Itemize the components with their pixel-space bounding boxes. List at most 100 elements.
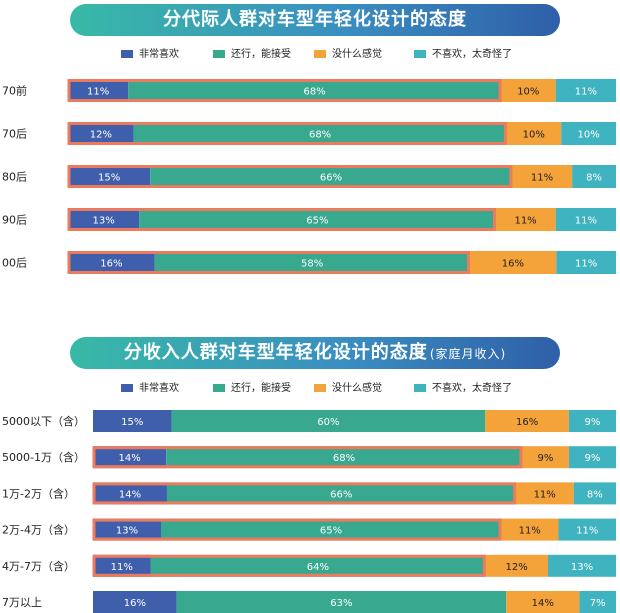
chart2-highlight-outline — [92, 446, 523, 469]
chart2-data-label-dislike: 11% — [576, 526, 598, 537]
chart1-data-label-dislike: 10% — [577, 130, 599, 141]
chart1-bar-segment-acceptable — [133, 122, 507, 145]
legend-label-acceptable: 还行，能接受 — [231, 49, 291, 60]
chart1-bar-segment-acceptable — [128, 79, 501, 102]
legend-swatch-very-like — [121, 50, 133, 58]
chart1-highlight-outline — [67, 79, 502, 102]
chart1-title-bar: 分代际人群对车型年轻化设计的态度 — [70, 4, 560, 36]
chart1-bar-segment-acceptable — [150, 165, 512, 188]
chart1-bar-segment-very-like — [68, 165, 151, 188]
legend-swatch-acceptable — [213, 384, 225, 392]
chart1-bar-segment-very-like — [68, 79, 129, 102]
chart1-bar-segment-dislike — [572, 165, 616, 188]
chart1-bar-segment-indifferent — [500, 79, 556, 102]
chart2-data-label-indifferent: 16% — [516, 417, 538, 428]
chart1-legend-item-dislike: 不喜欢，太奇怪了 — [414, 47, 512, 63]
legend-swatch-acceptable — [213, 50, 225, 58]
chart1-highlight-outline — [67, 251, 471, 274]
chart2-bar-segment-very-like — [93, 554, 151, 577]
legend-label-very-like: 非常喜欢 — [139, 383, 179, 394]
chart2-bar-segment-dislike — [573, 482, 616, 505]
chart2-data-label-indifferent: 11% — [519, 526, 541, 537]
chart2-data-label-acceptable: 60% — [317, 417, 339, 428]
chart1-bar-segment-dislike — [555, 208, 616, 231]
chart1-data-label-acceptable: 68% — [309, 130, 331, 141]
chart2-data-label-very-like: 15% — [121, 417, 143, 428]
chart1-highlight-outline — [67, 208, 496, 231]
chart2-legend: 非常喜欢 还行，能接受 没什么感觉 不喜欢，太奇怪了 — [0, 381, 620, 397]
chart2-bar-segment-indifferent — [506, 591, 580, 613]
chart2-legend-item-acceptable: 还行，能接受 — [213, 381, 291, 397]
chart2-data-label-dislike: 8% — [587, 489, 603, 500]
chart2-category-label: 1万-2万（含） — [2, 486, 75, 500]
chart2-title: 分收入人群对车型年轻化设计的态度 — [123, 342, 428, 363]
chart2-category-label: 7万以上 — [2, 596, 42, 609]
chart2-bar-segment-very-like — [93, 410, 172, 432]
chart1-data-label-indifferent: 16% — [502, 259, 524, 270]
chart2-data-label-dislike: 7% — [590, 598, 606, 609]
chart2-bar-segment-acceptable — [166, 446, 522, 469]
chart1-highlight-outline — [67, 122, 507, 145]
chart2-data-label-very-like: 16% — [124, 598, 146, 609]
chart1-bar-segment-indifferent — [506, 122, 562, 145]
chart2-bar-segment-acceptable — [176, 591, 507, 613]
chart2-bar-segment-acceptable — [150, 554, 486, 577]
chart1-data-label-indifferent: 11% — [531, 173, 553, 184]
chart2-bar-segment-dislike — [558, 518, 616, 541]
chart2-data-label-indifferent: 11% — [534, 489, 556, 500]
chart2-bar-segment-indifferent — [485, 554, 549, 577]
chart1-legend-item-indifferent: 没什么感觉 — [314, 47, 382, 63]
chart1-legend-item-very-like: 非常喜欢 — [121, 47, 179, 63]
chart2-data-label-acceptable: 66% — [330, 489, 352, 500]
chart2-bar-segment-dislike — [548, 554, 616, 577]
chart1-data-label-dislike: 11% — [575, 216, 597, 227]
legend-label-dislike: 不喜欢，太奇怪了 — [432, 383, 512, 394]
chart2-data-label-dislike: 13% — [571, 562, 593, 573]
chart2-bar-segment-dislike — [568, 410, 616, 432]
chart1-bar-segment-very-like — [68, 208, 140, 231]
chart2-data-label-indifferent: 9% — [537, 453, 553, 464]
chart1-data-label-indifferent: 11% — [514, 216, 536, 227]
chart1-data-label-acceptable: 68% — [303, 87, 325, 98]
chart2-data-label-very-like: 14% — [118, 453, 140, 464]
chart1-data-label-indifferent: 10% — [517, 87, 539, 98]
chart1-bar-segment-acceptable — [139, 208, 496, 231]
chart1-data-label-very-like: 12% — [90, 130, 112, 141]
chart2-bar-segment-acceptable — [160, 518, 501, 541]
chart2-data-label-very-like: 14% — [119, 489, 141, 500]
chart2-data-label-acceptable: 63% — [330, 598, 352, 609]
chart2-subtitle: (家庭月收入) — [429, 347, 507, 361]
chart2-data-label-very-like: 13% — [116, 526, 138, 537]
chart2-data-label-acceptable: 64% — [307, 562, 329, 573]
legend-label-indifferent: 没什么感觉 — [332, 49, 382, 60]
chart1-legend: 非常喜欢 还行，能接受 没什么感觉 不喜欢，太奇怪了 — [0, 47, 620, 63]
chart2-category-label: 5000以下（含） — [2, 414, 85, 428]
chart1-bar-segment-acceptable — [154, 251, 470, 274]
chart1-bar-segment-very-like — [68, 122, 134, 145]
chart1-data-label-dislike: 11% — [575, 87, 597, 98]
chart1-data-label-acceptable: 58% — [301, 259, 323, 270]
chart2-legend-item-indifferent: 没什么感觉 — [314, 381, 382, 397]
chart2-bar-segment-indifferent — [521, 446, 569, 469]
chart1-data-label-very-like: 11% — [87, 87, 109, 98]
chart1-data-label-indifferent: 10% — [523, 130, 545, 141]
legend-label-acceptable: 还行，能接受 — [231, 383, 291, 394]
chart2-data-label-acceptable: 65% — [320, 526, 342, 537]
chart2-legend-item-dislike: 不喜欢，太奇怪了 — [414, 381, 512, 397]
chart1-bar-segment-indifferent — [469, 251, 557, 274]
chart2-bar-segment-acceptable — [166, 482, 516, 505]
chart1-bar-segment-indifferent — [495, 208, 556, 231]
chart1-category-label: 00后 — [2, 257, 27, 270]
chart1-bar-segment-dislike — [561, 122, 616, 145]
chart1-data-label-very-like: 15% — [98, 173, 120, 184]
chart2-highlight-outline — [92, 554, 486, 577]
chart1-bar-segment-dislike — [555, 79, 616, 102]
chart1-data-label-dislike: 11% — [575, 259, 597, 270]
chart2-highlight-outline — [92, 482, 517, 505]
chart2-data-label-dislike: 9% — [585, 453, 601, 464]
chart2-bar-segment-very-like — [93, 482, 167, 505]
chart1-data-label-very-like: 16% — [100, 259, 122, 270]
chart2-bar-segment-indifferent — [500, 518, 559, 541]
legend-swatch-indifferent — [314, 50, 326, 58]
